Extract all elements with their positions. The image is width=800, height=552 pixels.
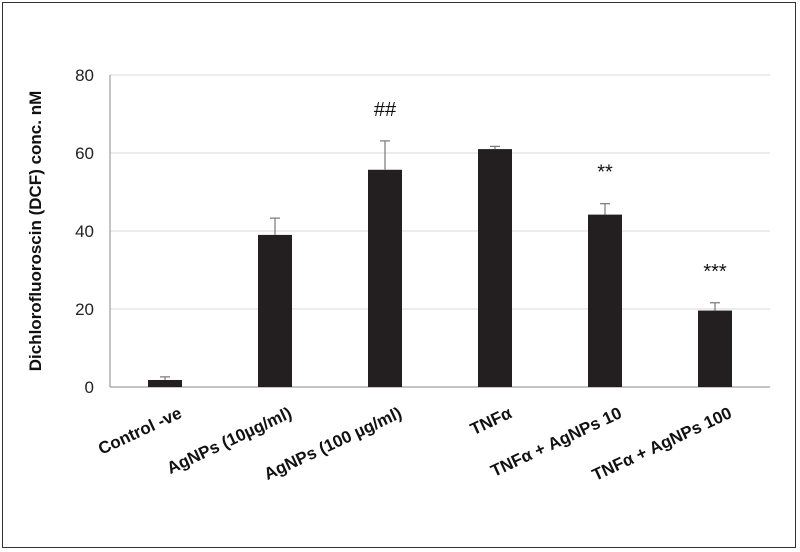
y-tick-label: 20 [75,300,94,319]
significance-annotations: ##***** [374,99,727,283]
category-label: Control -ve [95,403,184,458]
error-bar [380,140,390,170]
bar [148,379,182,387]
y-axis-label: Dichlorofluoroscin (DCF) conc. nM [26,91,45,372]
error-bar [490,145,500,150]
error-bar [270,217,280,235]
y-tick-label: 0 [85,378,94,397]
axes [109,75,770,388]
y-tick-label: 40 [75,222,94,241]
y-tick-labels: 0 20 40 60 80 [75,66,94,397]
significance-label: ## [374,99,397,121]
error-bar [600,203,610,215]
y-tick-label: 60 [75,144,94,163]
significance-label: *** [703,261,727,283]
bar [478,149,512,387]
error-bar [710,302,720,311]
y-tick-label: 80 [75,66,94,85]
error-bar [160,376,170,380]
error-bars [160,140,720,380]
bar [698,310,732,387]
category-label: TNFα [467,403,515,439]
bar [368,169,402,387]
significance-label: ** [597,162,613,184]
gridlines [110,74,770,310]
bars [148,149,732,387]
bar [588,214,622,387]
bar [258,234,292,387]
